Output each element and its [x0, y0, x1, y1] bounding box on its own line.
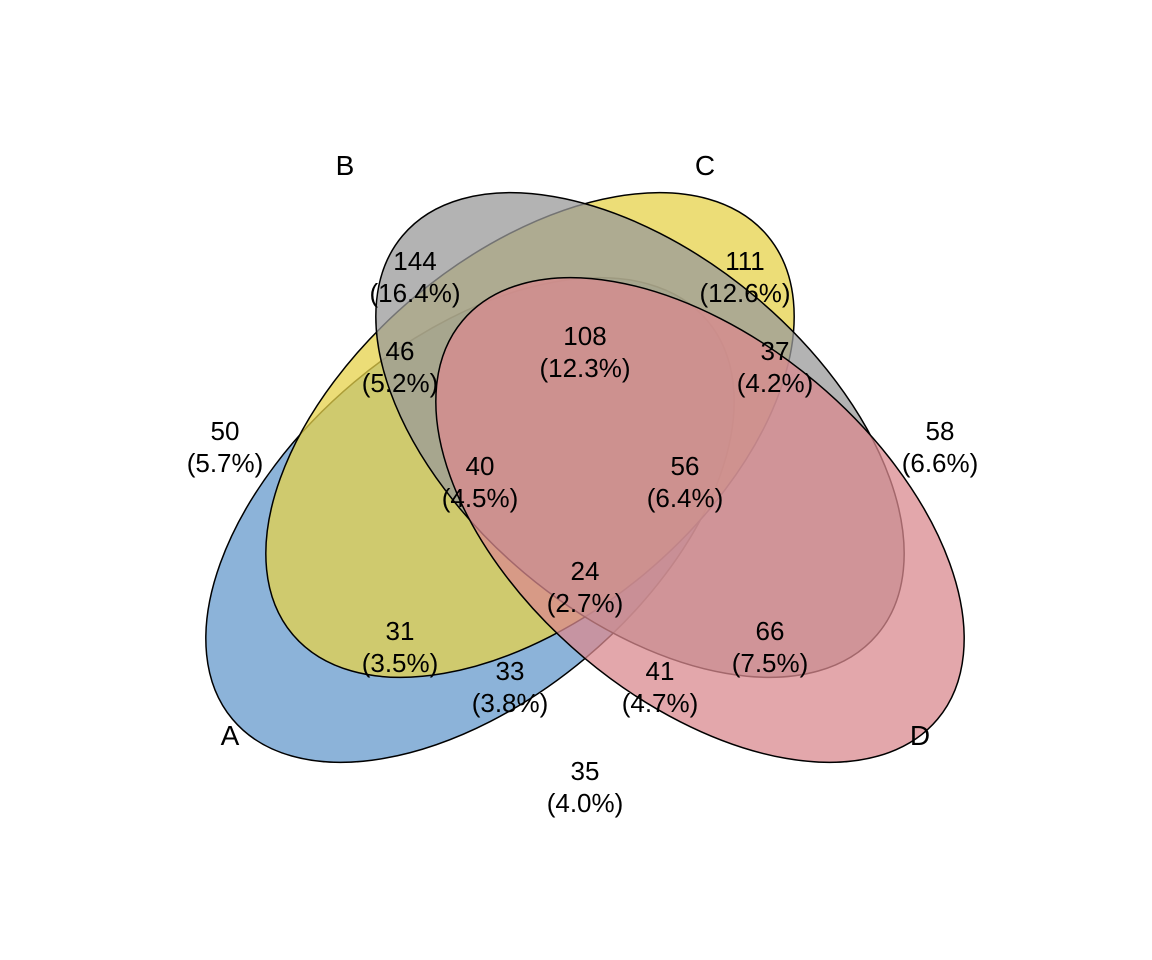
region-count: 56	[671, 451, 700, 481]
region-percent: (4.7%)	[622, 688, 699, 718]
region-percent: (3.5%)	[362, 648, 439, 678]
region-percent: (5.2%)	[362, 368, 439, 398]
region-percent: (16.4%)	[369, 278, 460, 308]
region-count: 66	[756, 616, 785, 646]
region-percent: (12.3%)	[539, 353, 630, 383]
region-percent: (4.0%)	[547, 788, 624, 818]
set-label-b: B	[336, 150, 355, 181]
venn-region-ad: 35(4.0%)	[547, 756, 624, 818]
region-count: 35	[571, 756, 600, 786]
region-count: 40	[466, 451, 495, 481]
region-percent: (4.5%)	[442, 483, 519, 513]
region-percent: (6.4%)	[647, 483, 724, 513]
region-count: 50	[211, 416, 240, 446]
region-count: 46	[386, 336, 415, 366]
venn-region-d_only: 58(6.6%)	[902, 416, 979, 478]
set-label-c: C	[695, 150, 715, 181]
region-count: 111	[725, 246, 765, 276]
venn-region-a_only: 50(5.7%)	[187, 416, 264, 478]
region-percent: (12.6%)	[699, 278, 790, 308]
region-percent: (4.2%)	[737, 368, 814, 398]
region-count: 37	[761, 336, 790, 366]
region-count: 33	[496, 656, 525, 686]
region-percent: (2.7%)	[547, 588, 624, 618]
region-percent: (5.7%)	[187, 448, 264, 478]
region-count: 31	[386, 616, 415, 646]
region-percent: (3.8%)	[472, 688, 549, 718]
region-count: 41	[646, 656, 675, 686]
region-percent: (6.6%)	[902, 448, 979, 478]
region-count: 24	[571, 556, 600, 586]
region-count: 58	[926, 416, 955, 446]
region-count: 108	[563, 321, 606, 351]
region-percent: (7.5%)	[732, 648, 809, 678]
set-label-d: D	[910, 720, 930, 751]
region-count: 144	[393, 246, 436, 276]
set-label-a: A	[221, 720, 240, 751]
venn-diagram: A B C D 50(5.7%) 144(16.4%) 111(12.6%) 58(6.6%…	[0, 0, 1152, 960]
